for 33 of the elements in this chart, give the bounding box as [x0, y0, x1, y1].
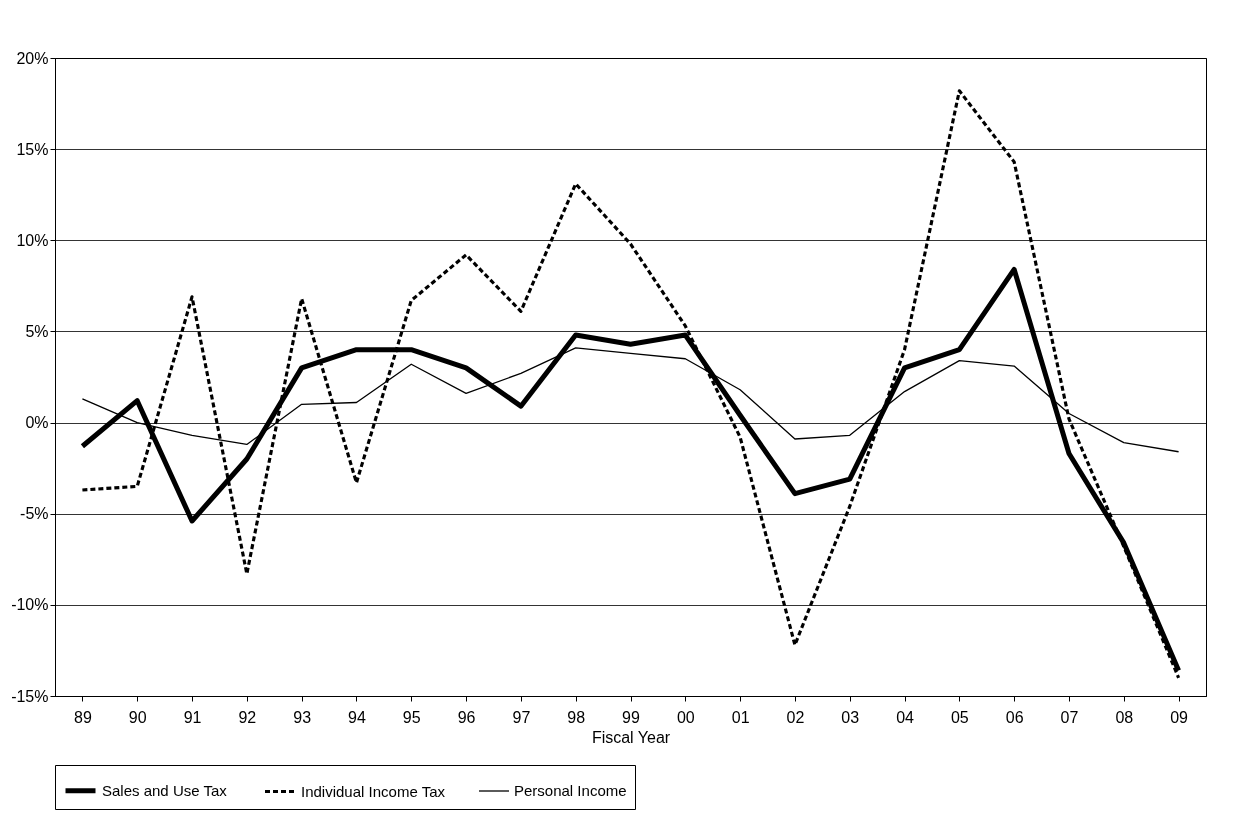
y-tick-label: 0%	[25, 414, 49, 432]
x-tick-label: 93	[293, 708, 312, 726]
x-axis-title: Fiscal Year	[591, 728, 671, 746]
x-tick-label: 91	[183, 708, 202, 726]
x-tick-label: 06	[1005, 708, 1024, 726]
y-tick-label: -5%	[20, 505, 49, 523]
x-tick-label: 04	[896, 708, 915, 726]
x-tick-label: 03	[841, 708, 860, 726]
x-tick-label: 98	[567, 708, 586, 726]
x-tick-label: 07	[1060, 708, 1079, 726]
x-tick-label: 05	[950, 708, 969, 726]
x-tick-label: 02	[786, 708, 805, 726]
x-tick-label: 09	[1170, 708, 1189, 726]
legend-label: Sales and Use Tax	[102, 781, 228, 799]
x-tick-label: 94	[348, 708, 366, 726]
y-tick-label: 20%	[16, 49, 49, 67]
y-tick-label: 10%	[16, 231, 49, 249]
y-tick-label: -10%	[11, 596, 49, 614]
x-tick-label: 95	[402, 708, 421, 726]
x-tick-label: 89	[74, 708, 92, 726]
x-tick-label: 97	[512, 708, 531, 726]
x-tick-label: 00	[676, 708, 695, 726]
legend-label: Personal Income	[514, 782, 627, 799]
x-tick-label: 90	[128, 708, 147, 726]
x-tick-label: 96	[457, 708, 476, 726]
x-tick-label: 08	[1115, 708, 1134, 726]
x-tick-label: 99	[622, 708, 640, 726]
y-tick-label: 5%	[25, 322, 49, 340]
y-tick-label: -15%	[11, 687, 49, 705]
y-tick-label: 15%	[16, 140, 49, 158]
legend-label: Individual Income Tax	[301, 782, 446, 800]
x-tick-label: 01	[731, 708, 750, 726]
x-tick-label: 92	[238, 708, 257, 726]
